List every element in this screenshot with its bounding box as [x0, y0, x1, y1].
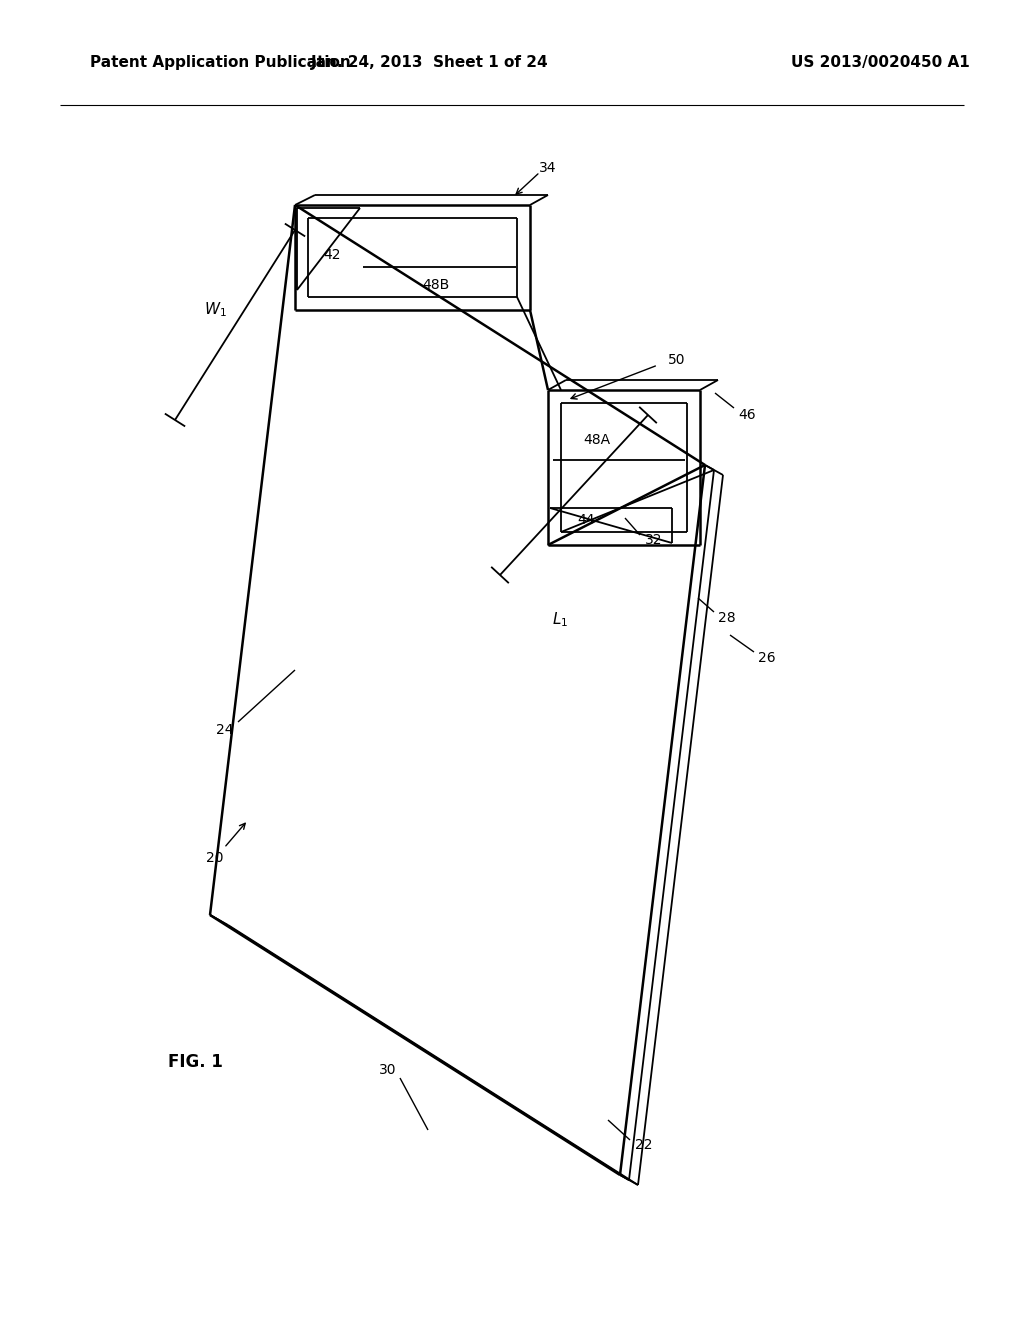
Text: $W_1$: $W_1$	[204, 301, 226, 319]
Text: 48A: 48A	[584, 433, 610, 447]
Text: 26: 26	[758, 651, 775, 665]
Text: 42: 42	[324, 248, 341, 261]
Text: 20: 20	[206, 851, 224, 865]
Text: 46: 46	[738, 408, 756, 422]
Text: Patent Application Publication: Patent Application Publication	[90, 54, 351, 70]
Text: 22: 22	[635, 1138, 652, 1152]
Text: US 2013/0020450 A1: US 2013/0020450 A1	[791, 54, 970, 70]
Text: 48B: 48B	[422, 279, 450, 292]
Text: FIG. 1: FIG. 1	[168, 1053, 222, 1071]
Text: 44: 44	[578, 513, 595, 527]
Text: 32: 32	[645, 533, 663, 546]
Text: 28: 28	[718, 611, 735, 624]
Text: 24: 24	[216, 723, 233, 737]
Text: $L_1$: $L_1$	[552, 611, 568, 630]
Text: 50: 50	[668, 352, 685, 367]
Text: Jan. 24, 2013  Sheet 1 of 24: Jan. 24, 2013 Sheet 1 of 24	[311, 54, 549, 70]
Text: 34: 34	[540, 161, 557, 176]
Text: 30: 30	[379, 1063, 396, 1077]
